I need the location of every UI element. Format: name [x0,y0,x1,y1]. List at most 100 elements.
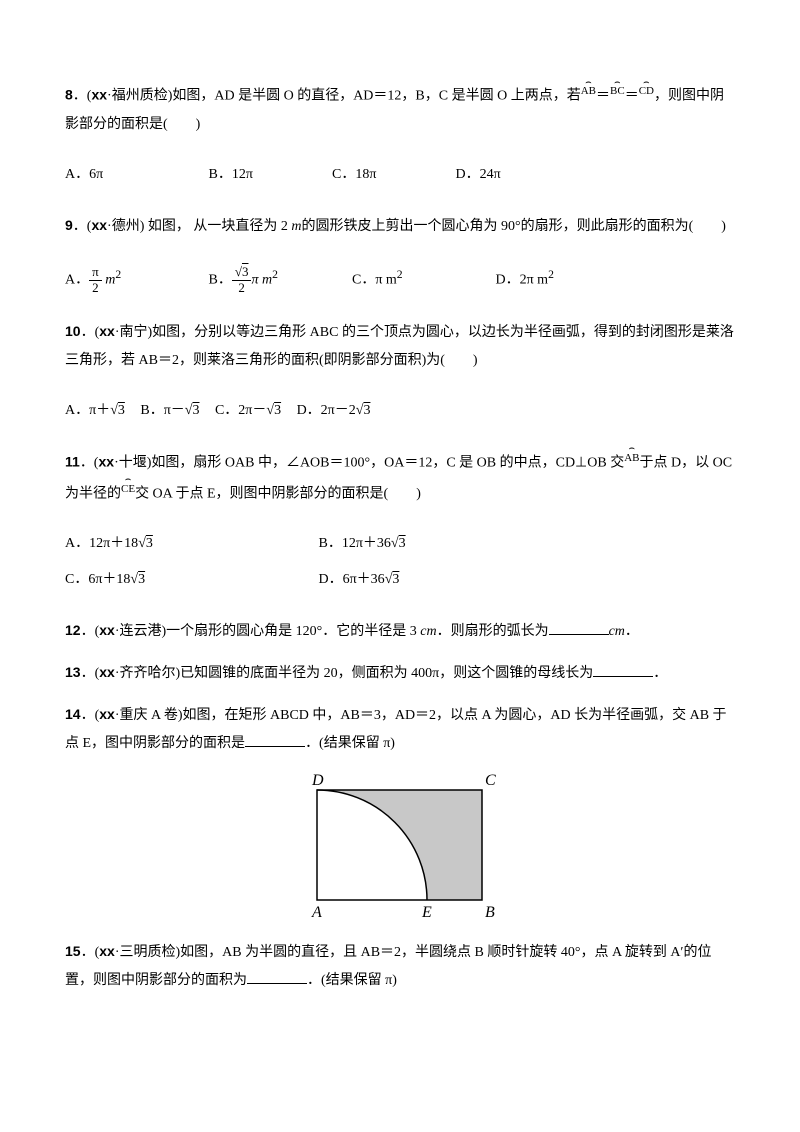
q12-src-bold: xx [99,622,115,638]
q13-blank [593,662,653,677]
q8-src: ·福州质检)如图，AD 是半圆 O 的直径，AD＝12，B，C 是半圆 O 上两… [107,89,581,104]
q11-optB: B．12π＋36√3 [319,530,406,558]
q8-src-bold: xx [91,87,107,103]
q15-blank [247,969,307,984]
q8-optC: C．18π [332,161,452,189]
q8-eq1: ＝ [596,89,610,104]
q11-arc1: AB [624,447,639,469]
q11-options-row1: A．12π＋18√3 B．12π＋36√3 [65,530,735,558]
q9-optA: A．π2 m2 [65,263,205,295]
q8-arc2: BC [610,80,625,102]
question-13: 13．(xx·齐齐哈尔)已知圆锥的底面半径为 20，侧面积为 400π，则这个圆… [65,658,735,688]
q9-optB-den: 2 [232,281,252,295]
q9-optB: B．√32π m2 [209,263,349,295]
question-8: 8．(xx·福州质检)如图，AD 是半圆 O 的直径，AD＝12，B，C 是半圆… [65,80,735,189]
q11-arc2: CE [121,478,135,500]
q9-options: A．π2 m2 B．√32π m2 C．π m2 D．2π m2 [65,263,735,295]
q9-optB-sup: 2 [272,268,278,281]
q8-optA: A．6π [65,161,205,189]
q8-optD: D．24π [456,161,501,189]
q9-optA-post: m [102,272,116,287]
q15-prefix: ．( [81,945,100,960]
q14-prefix: ．( [81,708,100,723]
q12-tail2: cm [609,624,625,639]
q9-optA-pre: A． [65,272,89,287]
q13-src: ·齐齐哈尔)已知圆锥的底面半径为 20，侧面积为 400π，则这个圆锥的母线长为 [115,666,593,681]
q14-src-bold: xx [99,706,115,722]
q14-tail: ．(结果保留 π) [305,736,395,751]
q9-optD: D．2π m2 [496,263,554,295]
q11-src: ·十堰)如图，扇形 OAB 中，∠AOB＝100°，OA＝12，C 是 OB 的… [114,456,624,471]
shaded-region [317,790,482,900]
q10-optA: A．π＋√3 [65,397,125,425]
q11-prefix: ．( [80,456,99,471]
question-11: 11．(xx·十堰)如图，扇形 OAB 中，∠AOB＝100°，OA＝12，C … [65,447,735,594]
q11-optC: C．6π＋18√3 [65,566,315,594]
q13-number: 13 [65,664,81,680]
question-9: 9．(xx·德州) 如图， 从一块直径为 2 m的圆形铁皮上剪出一个圆心角为 9… [65,211,735,295]
q9-number: 9 [65,217,73,233]
q12-tail3: ． [625,624,639,639]
q9-optB-pre: B． [209,272,232,287]
q11-optD: D．6π＋36√3 [319,566,400,594]
q9-src: ·德州) 如图， 从一块直径为 2 [107,219,291,234]
q9-optB-num: √3 [232,265,252,280]
q15-number: 15 [65,943,81,959]
q9-optC-sup: 2 [397,268,403,281]
q9-optA-num: π [89,265,102,280]
q8-prefix: ．( [73,89,92,104]
q8-options: A．6π B．12π C．18π D．24π [65,161,735,189]
q8-eq2: ＝ [625,89,639,104]
label-E: E [421,904,432,920]
q8-arc3: CD [639,80,654,102]
q9-optA-den: 2 [89,281,102,295]
q9-optC: C．π m2 [352,263,492,295]
q13-tail: ． [653,666,667,681]
q9-src2: 的圆形铁皮上剪出一个圆心角为 90°的扇形，则此扇形的面积为( ) [302,219,726,234]
q10-number: 10 [65,323,81,339]
q14-src: ·重庆 A 卷)如图，在矩形 ABCD 中，AB＝3，AD＝2，以点 A 为圆心… [65,708,727,751]
q10-optC: C．2π－√3 [215,397,281,425]
q13-src-bold: xx [99,664,115,680]
q12-prefix: ．( [81,624,100,639]
q12-cm: cm [420,624,436,639]
q14-blank [245,732,305,747]
label-B: B [485,904,495,920]
q11-optA: A．12π＋18√3 [65,530,315,558]
q9-src-bold: xx [91,217,107,233]
q15-src-bold: xx [99,943,115,959]
label-D: D [311,772,324,789]
q10-src-bold: xx [99,323,115,339]
figure-q14-svg: D C A E B [290,770,510,920]
q9-prefix: ．( [73,219,92,234]
q9-optC-text: C．π m [352,272,397,287]
q10-options: A．π＋√3 B．π－√3 C．2π－√3 D．2π－2√3 [65,397,735,425]
q9-optA-frac: π2 [89,265,102,295]
q9-optD-text: D．2π m [496,272,549,287]
q11-number: 11 [65,454,80,470]
q9-optA-sup: 2 [115,268,121,281]
q12-tail1: ．则扇形的弧长为 [437,624,549,639]
label-C: C [485,772,496,789]
q9-optB-post: π m [251,272,272,287]
q8-arc1: AB [581,80,596,102]
q10-optD: D．2π－2√3 [297,397,371,425]
q9-m: m [291,219,301,234]
q12-number: 12 [65,622,81,638]
question-10: 10．(xx·南宁)如图，分别以等边三角形 ABC 的三个顶点为圆心，以边长为半… [65,317,735,425]
q11-src-bold: xx [98,454,114,470]
q9-optB-frac: √32 [232,265,252,295]
question-14: 14．(xx·重庆 A 卷)如图，在矩形 ABCD 中，AB＝3，AD＝2，以点… [65,700,735,758]
q11-tail: 交 OA 于点 E，则图中阴影部分的面积是( ) [135,486,421,501]
q8-optB: B．12π [209,161,329,189]
q14-number: 14 [65,706,81,722]
q13-prefix: ．( [81,666,100,681]
q8-number: 8 [65,87,73,103]
label-A: A [311,904,322,920]
page: 8．(xx·福州质检)如图，AD 是半圆 O 的直径，AD＝12，B，C 是半圆… [0,0,800,1132]
q10-src: ·南宁)如图，分别以等边三角形 ABC 的三个顶点为圆心，以边长为半径画弧，得到… [65,325,734,368]
figure-q14: D C A E B [65,770,735,928]
question-15: 15．(xx·三明质检)如图，AB 为半圆的直径，且 AB＝2，半圆绕点 B 顺… [65,937,735,995]
q15-tail: ．(结果保留 π) [307,973,397,988]
q11-options-row2: C．6π＋18√3 D．6π＋36√3 [65,566,735,594]
